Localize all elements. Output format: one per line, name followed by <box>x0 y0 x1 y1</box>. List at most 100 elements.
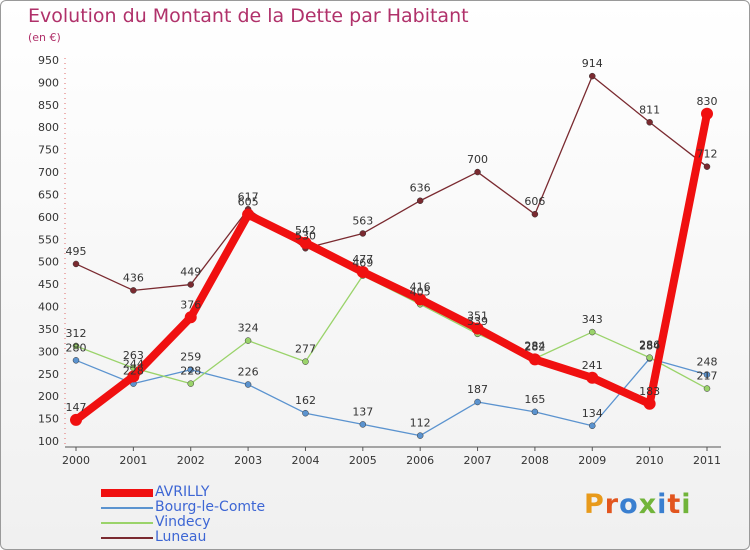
data-point-luneau <box>646 119 653 126</box>
data-label-avrilly: 282 <box>524 340 545 353</box>
x-tick-label: 2009 <box>578 454 606 467</box>
data-point-bourg-le-comte <box>187 366 194 373</box>
logo-letter: P <box>584 489 605 520</box>
data-label-luneau: 495 <box>66 245 87 258</box>
data-label-bourg-le-comte: 112 <box>410 417 431 430</box>
x-tick-label: 2007 <box>464 454 492 467</box>
data-point-luneau <box>72 260 80 268</box>
legend-item-luneau: Luneau <box>101 530 265 545</box>
series-line-avrilly <box>72 109 711 424</box>
data-label-avrilly: 605 <box>238 196 259 209</box>
data-label-luneau: 617 <box>238 190 259 203</box>
data-label-luneau: 606 <box>524 195 545 208</box>
x-tick-label: 2011 <box>693 454 721 467</box>
y-tick-label: 100 <box>38 435 59 448</box>
data-label-luneau: 563 <box>352 214 373 227</box>
y-tick-label: 550 <box>38 233 59 246</box>
chart-legend: AVRILLY Bourg-le-Comte Vindecy Luneau <box>101 485 265 545</box>
data-point-avrilly <box>299 236 312 249</box>
data-label-avrilly: 183 <box>639 385 660 398</box>
legend-swatch <box>101 488 153 497</box>
y-tick-label: 250 <box>38 368 59 381</box>
data-label-avrilly: 542 <box>295 224 316 237</box>
data-point-bourg-le-comte <box>302 409 309 417</box>
legend-label: AVRILLY <box>155 484 210 500</box>
data-label-avrilly: 351 <box>467 309 488 322</box>
legend-item-vindecy: Vindecy <box>101 515 265 530</box>
data-label-vindecy: 324 <box>238 322 259 335</box>
legend-label: Bourg-le-Comte <box>155 499 266 515</box>
y-tick-label: 900 <box>38 76 59 89</box>
data-point-bourg-le-comte <box>244 381 252 388</box>
series-layer <box>70 72 713 439</box>
legend-label: Luneau <box>155 529 207 545</box>
chart-axes: 100 150 200 250 300 350 400 450 500 550 600 650 700 7… <box>38 54 721 467</box>
data-point-bourg-le-comte <box>359 421 367 428</box>
data-point-luneau <box>187 281 194 288</box>
data-point-vindecy <box>302 358 309 365</box>
data-point-avrilly <box>528 353 541 366</box>
data-point-luneau <box>531 210 539 218</box>
data-point-avrilly <box>643 397 656 410</box>
data-point-avrilly <box>586 371 599 384</box>
data-point-luneau <box>703 163 711 170</box>
data-point-vindecy <box>703 385 711 392</box>
data-point-luneau <box>359 230 367 237</box>
data-label-avrilly: 376 <box>180 298 201 311</box>
data-label-vindecy: 312 <box>66 327 87 340</box>
legend-swatch <box>101 521 153 524</box>
data-label-vindecy: 277 <box>295 343 316 356</box>
data-label-luneau: 530 <box>295 229 316 242</box>
series-line-vindecy <box>75 274 708 390</box>
legend-swatch <box>101 506 153 509</box>
y-tick-label: 700 <box>38 166 59 179</box>
x-tick-label: 2008 <box>521 454 549 467</box>
data-label-avrilly: 830 <box>697 95 718 108</box>
x-tick-label: 2003 <box>234 454 262 467</box>
data-label-vindecy: 228 <box>180 365 201 378</box>
data-label-avrilly: 477 <box>352 253 373 266</box>
data-point-avrilly <box>356 266 369 279</box>
logo-letter: t <box>667 489 682 520</box>
logo-letter: x <box>638 489 658 520</box>
y-tick-label: 950 <box>38 54 59 67</box>
y-tick-label: 400 <box>38 301 59 314</box>
data-label-avrilly: 416 <box>410 280 431 293</box>
data-point-avrilly <box>701 107 713 120</box>
data-point-bourg-le-comte <box>589 422 596 430</box>
data-label-luneau: 436 <box>123 271 144 284</box>
data-point-bourg-le-comte <box>474 398 481 406</box>
data-point-luneau <box>589 72 596 80</box>
data-labels-layer: 495 436 449 617 530 563 636 700 606 914 811 712 280 2… <box>66 57 718 429</box>
data-label-bourg-le-comte: 228 <box>123 365 144 378</box>
data-label-vindecy: 405 <box>410 285 431 298</box>
data-label-avrilly: 244 <box>123 357 144 370</box>
chart-subtitle: (en €) <box>28 31 61 44</box>
data-label-bourg-le-comte: 226 <box>238 366 259 379</box>
data-label-avrilly: 147 <box>66 401 87 414</box>
y-tick-label: 600 <box>38 211 59 224</box>
y-tick-label: 500 <box>38 256 59 269</box>
legend-label: Vindecy <box>155 514 211 530</box>
data-label-vindecy: 286 <box>639 339 660 352</box>
data-label-bourg-le-comte: 187 <box>467 383 488 396</box>
legend-item-avrilly: AVRILLY <box>101 485 265 500</box>
y-tick-label: 350 <box>38 323 59 336</box>
chart-title: Evolution du Montant de la Dette par Hab… <box>28 5 469 27</box>
data-label-bourg-le-comte: 280 <box>66 341 87 354</box>
y-tick-label: 800 <box>38 121 59 134</box>
data-point-luneau <box>130 287 137 294</box>
data-label-luneau: 700 <box>467 153 488 166</box>
x-tick-label: 2000 <box>62 454 90 467</box>
data-label-vindecy: 343 <box>582 313 603 326</box>
data-label-vindecy: 284 <box>524 340 545 353</box>
proxiti-logo: Proxiti <box>584 489 692 520</box>
data-label-luneau: 636 <box>410 182 431 195</box>
data-label-bourg-le-comte: 165 <box>524 393 545 406</box>
y-tick-label: 650 <box>38 188 59 201</box>
data-label-luneau: 914 <box>582 57 603 70</box>
data-label-avrilly: 241 <box>582 359 603 372</box>
data-point-avrilly <box>70 413 82 426</box>
